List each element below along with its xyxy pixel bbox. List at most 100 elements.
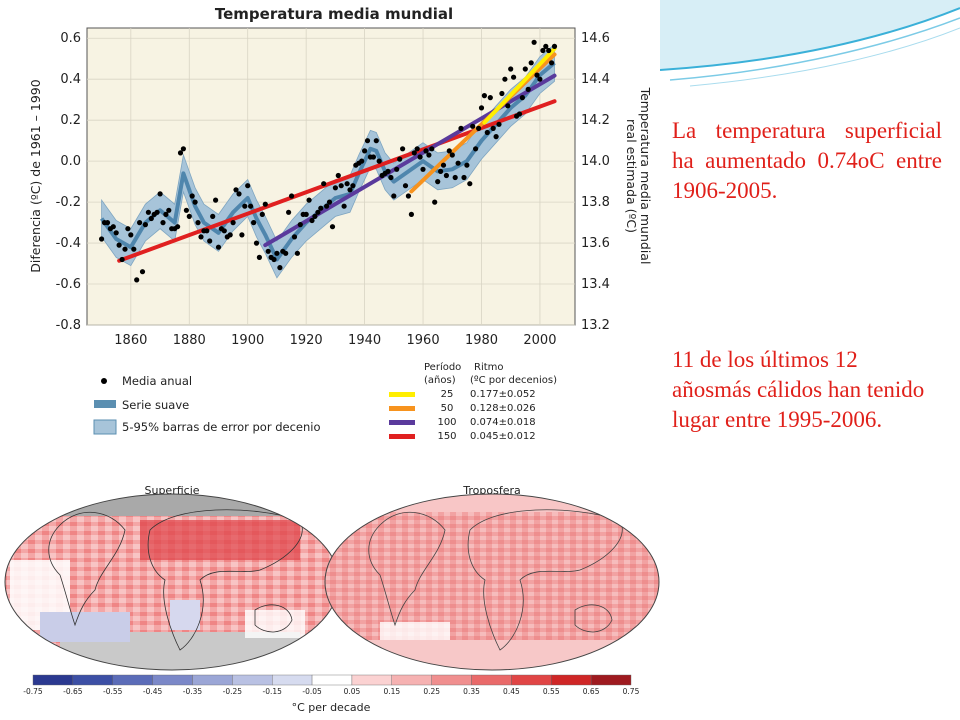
annual-point	[332, 185, 338, 191]
annual-point	[420, 166, 426, 172]
annual-point	[312, 213, 318, 219]
annual-point	[440, 162, 447, 168]
map-surface-title: Superficie	[144, 484, 199, 497]
annual-point	[134, 277, 140, 283]
colorbar-segment	[431, 674, 472, 686]
colorbar-tick: 0.65	[583, 687, 600, 696]
annual-point	[397, 156, 403, 162]
annual-point	[321, 181, 327, 187]
annual-point	[464, 162, 470, 168]
annual-point	[324, 203, 330, 209]
annual-point	[145, 209, 151, 215]
colorbar-tick: -0.65	[63, 687, 83, 696]
annual-point	[408, 211, 414, 217]
annual-point	[256, 254, 262, 260]
annual-point	[253, 240, 260, 246]
colorbar-tick: 0.45	[503, 687, 520, 696]
annual-point	[189, 193, 195, 199]
legend-band-swatch	[93, 419, 117, 435]
annual-point	[432, 199, 438, 205]
annual-point	[493, 134, 499, 140]
annual-point	[376, 158, 382, 164]
y2-axis-label-line2: real estimada (ºC)	[624, 119, 639, 233]
annual-point	[248, 203, 254, 209]
annual-point	[455, 160, 461, 166]
legend-band-label: 5-95% barras de error por decenio	[122, 420, 321, 434]
annual-point	[519, 95, 526, 101]
annual-point	[505, 103, 511, 109]
annual-point	[467, 181, 473, 187]
annual-point	[478, 105, 485, 111]
x-tick-label: 1920	[290, 333, 323, 348]
annual-point	[318, 205, 324, 211]
annual-point	[516, 111, 523, 117]
error-band-layer	[101, 43, 555, 279]
annual-point	[306, 197, 312, 203]
annual-point	[291, 234, 298, 240]
annual-point	[215, 244, 222, 250]
annual-point	[154, 209, 160, 215]
x-tick-labels: 1860 1880 1900 1920 1940 1960 1980 2000	[114, 333, 556, 348]
annual-point	[452, 174, 458, 181]
annual-point	[473, 146, 479, 152]
annual-point	[166, 207, 172, 213]
y-tick-label: 0.2	[60, 113, 81, 128]
plot-area	[86, 27, 576, 326]
x-tick-label: 1860	[114, 333, 147, 348]
annual-point	[534, 72, 540, 78]
trend-legend-swatch-50	[389, 406, 415, 411]
annual-point	[525, 86, 531, 92]
annual-point	[487, 95, 493, 101]
y-axis-label: Diferencia (ºC) de 1961 – 1990	[28, 79, 43, 272]
colorbar-tick: -0.35	[183, 687, 203, 696]
annual-point	[438, 168, 444, 174]
annual-point	[204, 228, 210, 234]
y2-tick-label: 14.0	[581, 154, 610, 169]
annual-point	[242, 203, 248, 209]
y2-tick-label: 14.6	[581, 31, 610, 46]
y-tick-labels: -0.8 -0.6 -0.4 -0.2 0.0 0.2 0.4 0.6	[56, 31, 81, 333]
annual-point	[329, 224, 336, 230]
annual-point	[207, 238, 213, 244]
trend-header-rate: Ritmo	[474, 362, 504, 373]
annual-point	[251, 220, 257, 226]
annual-point	[160, 220, 166, 226]
trend-legend-rate: 0.177±0.052	[470, 389, 536, 400]
annual-point	[335, 172, 341, 179]
x-tick-label: 2000	[523, 333, 556, 348]
colorbar-segment	[351, 674, 392, 686]
annual-point	[221, 228, 227, 234]
annual-point	[341, 203, 347, 209]
annual-point	[198, 234, 204, 240]
annual-point	[163, 211, 169, 217]
annual-point	[362, 148, 368, 154]
colorbar-segment	[152, 674, 193, 686]
annual-point	[230, 220, 236, 226]
map-troposphere-title: Troposfera	[462, 484, 520, 497]
annual-point	[157, 191, 163, 197]
annual-point	[385, 168, 391, 174]
annual-point	[391, 193, 397, 199]
annual-point	[402, 183, 409, 189]
annual-point	[499, 90, 505, 97]
map-surface: Superficie	[4, 484, 340, 671]
annual-point	[350, 183, 356, 189]
x-tick-label: 1980	[465, 333, 498, 348]
annual-point	[417, 154, 423, 160]
legend-dot-marker	[101, 378, 107, 384]
annual-point	[113, 230, 119, 236]
annual-point	[99, 236, 105, 242]
annual-points-layer	[99, 39, 558, 283]
colorbar-tick: 0.25	[423, 687, 440, 696]
colorbar-tick: 0.15	[383, 687, 400, 696]
y-tick-label: 0.0	[60, 154, 81, 169]
annual-point	[435, 179, 441, 185]
annual-point	[142, 222, 148, 228]
x-tick-label: 1940	[348, 333, 381, 348]
annual-point	[315, 209, 321, 215]
colorbar-segment	[471, 674, 512, 686]
trend-legend-rate: 0.074±0.018	[470, 417, 536, 428]
annual-point	[540, 47, 546, 54]
annual-point	[294, 250, 300, 256]
colorbar-segment	[72, 674, 113, 686]
